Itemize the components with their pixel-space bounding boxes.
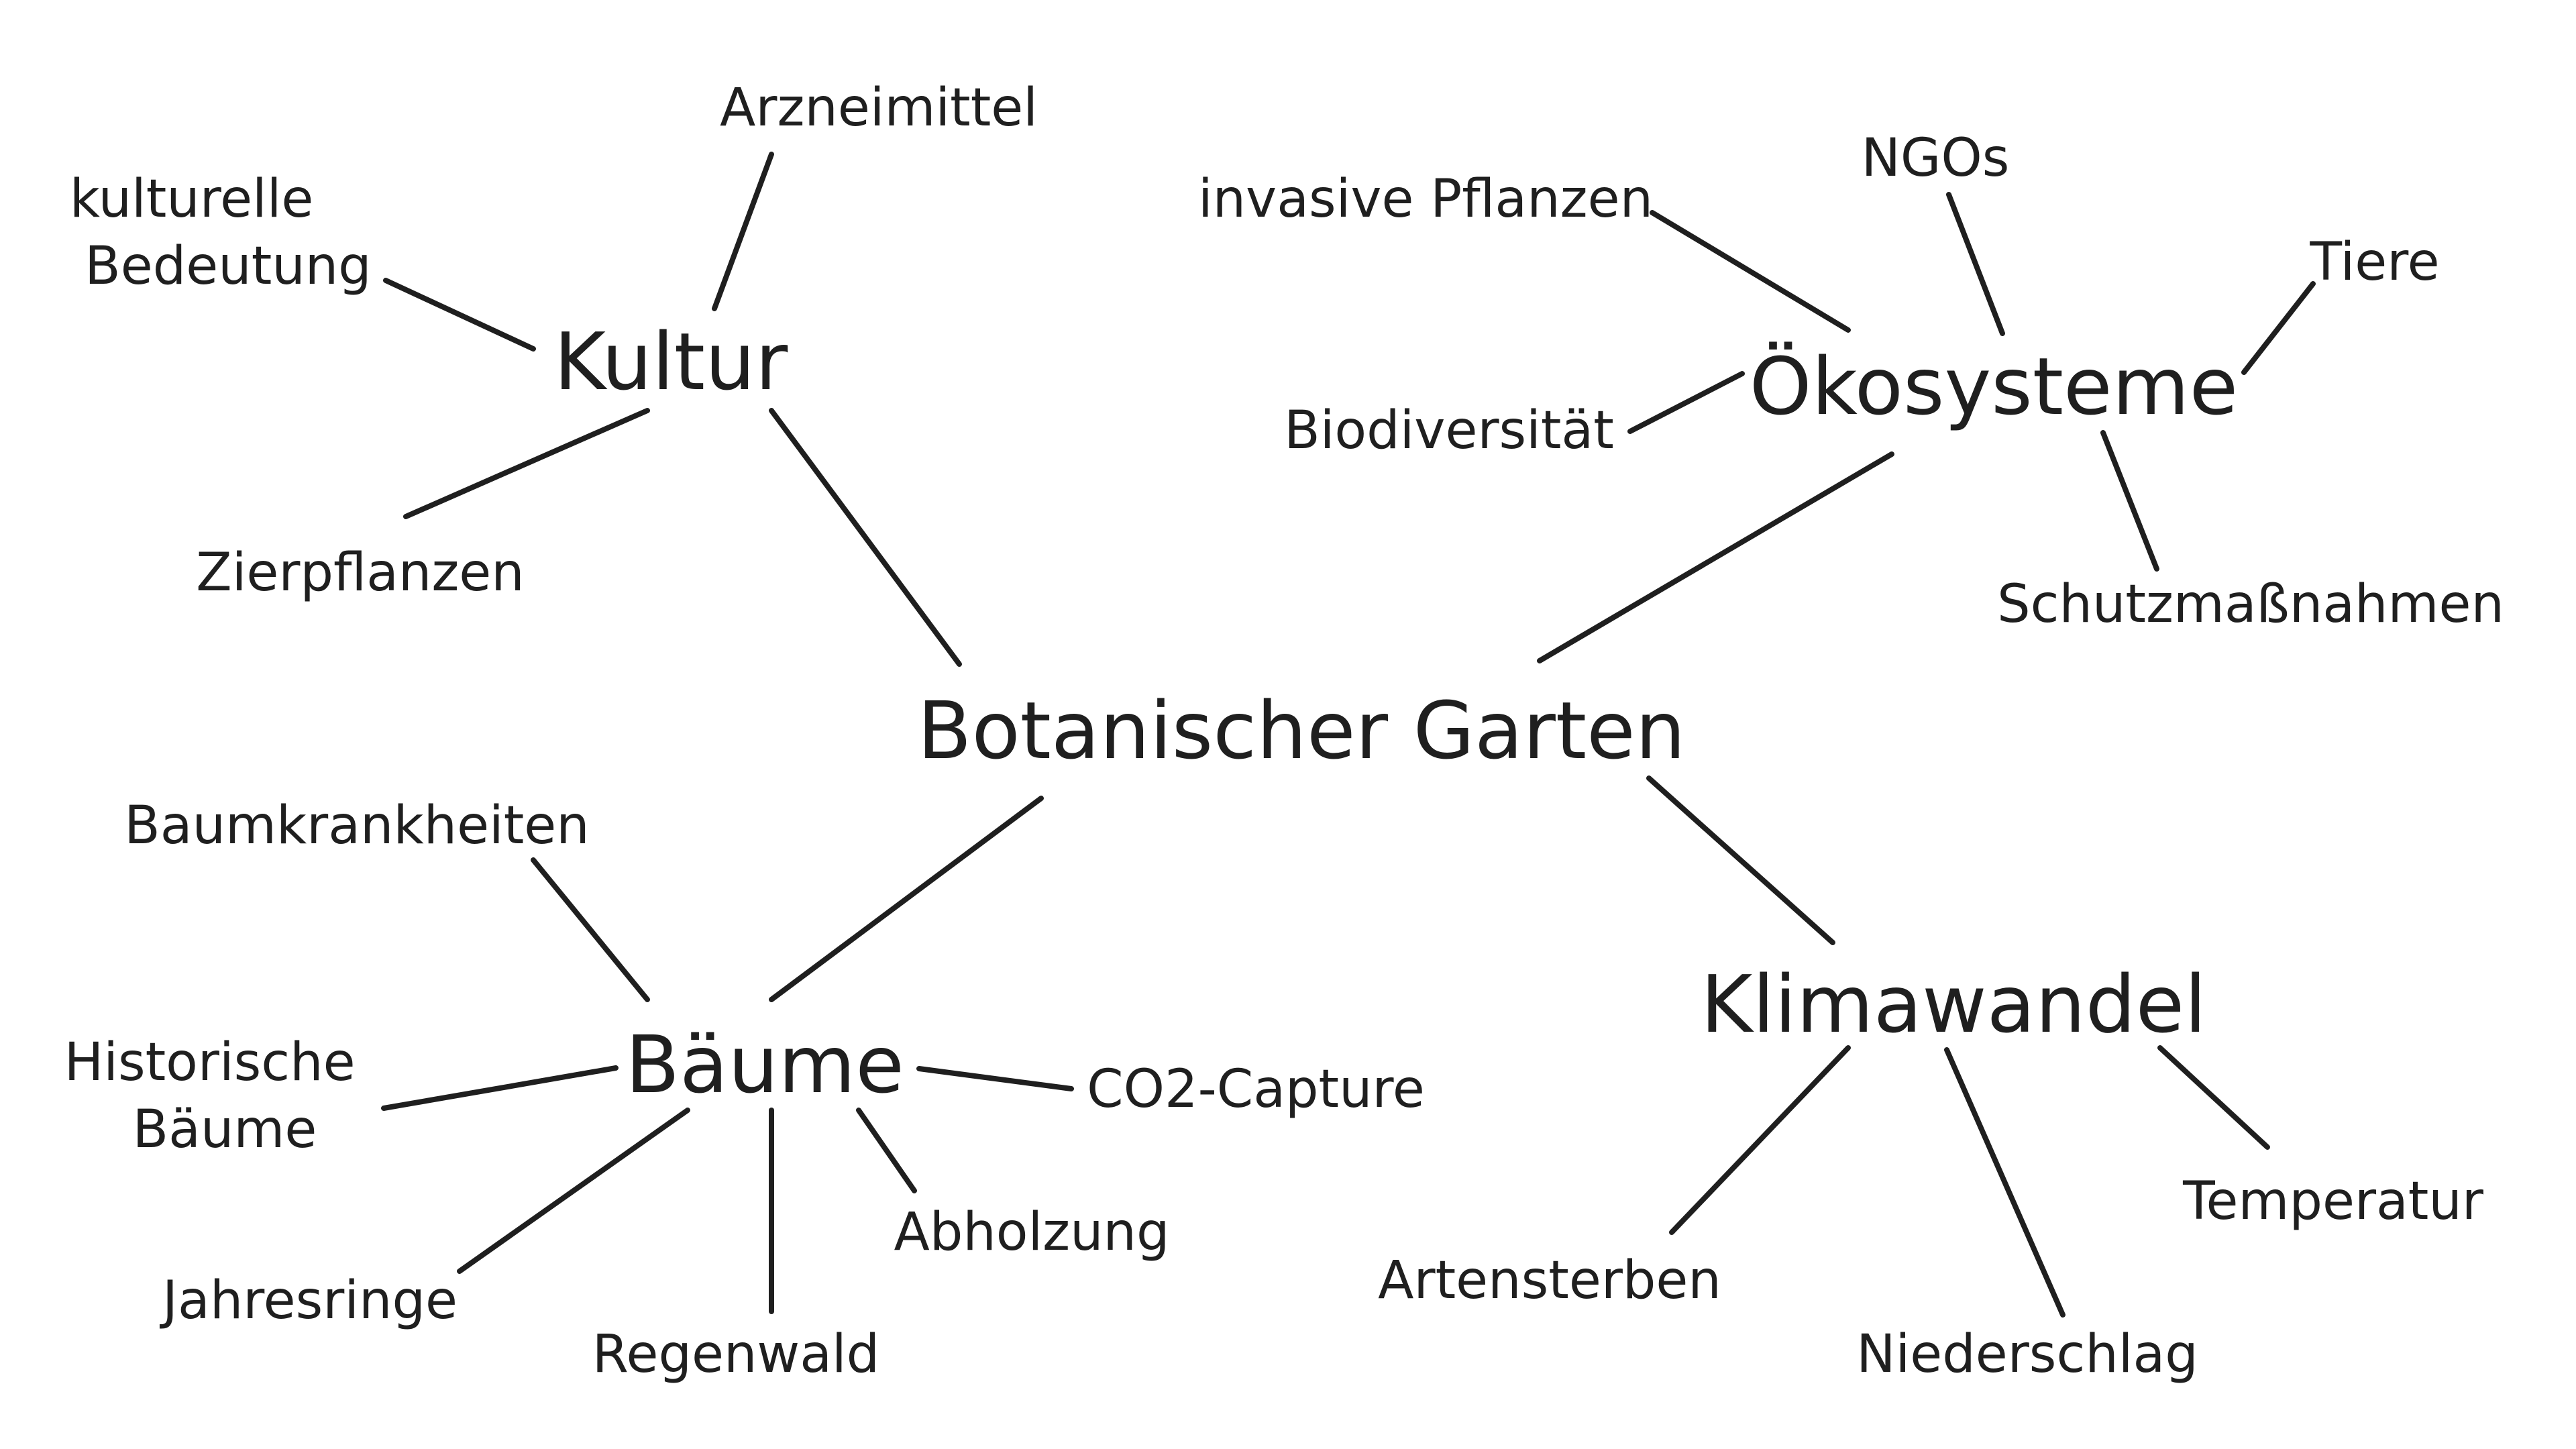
leaf-co2-capture: CO2-Capture bbox=[1087, 1059, 1425, 1120]
leaf-historische-baeume-line-1: Historische bbox=[64, 1032, 356, 1093]
leaf-invasive-pflanzen: invasive Pflanzen bbox=[1198, 169, 1653, 229]
center-node-label: Botanischer Garten bbox=[918, 684, 1686, 777]
leaf-abholzung: Abholzung bbox=[894, 1202, 1169, 1263]
connector-baeume-abholzung bbox=[856, 1108, 917, 1193]
connector-klimawandel-temperatur bbox=[2157, 1045, 2270, 1150]
topic-kultur-label: Kultur bbox=[554, 315, 788, 408]
leaf-historische-baeume: Historische Bäume bbox=[64, 1032, 372, 1160]
connectors-oekosysteme bbox=[1627, 192, 2316, 572]
connectors-center bbox=[769, 408, 1894, 1002]
connector-oekosysteme-ngos bbox=[1946, 192, 2005, 336]
connector-center-oekosysteme bbox=[1537, 451, 1894, 663]
connector-baeume-co2-capture bbox=[916, 1066, 1074, 1091]
connector-center-klimawandel bbox=[1646, 775, 1835, 945]
leaf-kulturelle-bedeutung: kulturelle Bedeutung bbox=[70, 169, 372, 297]
leaf-baumkrankheiten: Baumkrankheiten bbox=[124, 796, 589, 856]
connector-baeume-historische-baeume bbox=[381, 1065, 619, 1111]
leaf-artensterben: Artensterben bbox=[1378, 1250, 1721, 1311]
connectors-kultur bbox=[383, 152, 774, 519]
connector-center-kultur bbox=[769, 408, 962, 667]
connectors-baeume bbox=[381, 857, 1074, 1314]
connector-kultur-kulturelle-bedeutung bbox=[383, 278, 536, 352]
connector-oekosysteme-tiere bbox=[2241, 281, 2316, 375]
connector-center-baeume bbox=[769, 796, 1044, 1002]
leaf-zierpflanzen: Zierpflanzen bbox=[196, 543, 524, 603]
leaf-kulturelle-bedeutung-line-1: kulturelle bbox=[70, 169, 314, 229]
connector-kultur-zierpflanzen bbox=[403, 408, 650, 519]
connector-oekosysteme-schutzmassnahmen bbox=[2100, 430, 2159, 572]
connector-kultur-arzneimittel bbox=[712, 152, 774, 311]
leaf-biodiversitaet: Biodiversität bbox=[1284, 400, 1614, 461]
topic-oekosysteme-label: Ökosysteme bbox=[1750, 340, 2238, 433]
leaf-niederschlag: Niederschlag bbox=[1856, 1324, 2198, 1385]
topic-baeume-label: Bäume bbox=[625, 1018, 904, 1111]
connector-klimawandel-artensterben bbox=[1669, 1045, 1851, 1235]
connector-baeume-baumkrankheiten bbox=[531, 857, 650, 1002]
connector-oekosysteme-invasive-pflanzen bbox=[1650, 210, 1851, 333]
leaf-schutzmassnahmen: Schutzmaßnahmen bbox=[1997, 574, 2504, 635]
leaf-jahresringe: Jahresringe bbox=[159, 1271, 458, 1331]
leaf-tiere: Tiere bbox=[2309, 232, 2439, 292]
leaf-arzneimittel: Arzneimittel bbox=[720, 78, 1038, 138]
topic-klimawandel-label: Klimawandel bbox=[1701, 958, 2206, 1051]
connector-klimawandel-niederschlag bbox=[1944, 1047, 2065, 1318]
leaf-regenwald: Regenwald bbox=[592, 1324, 879, 1385]
leaf-temperatur: Temperatur bbox=[2182, 1171, 2484, 1232]
leaf-kulturelle-bedeutung-line-2: Bedeutung bbox=[85, 236, 371, 297]
leaf-ngos: NGOs bbox=[1862, 128, 2010, 189]
connectors-klimawandel bbox=[1669, 1045, 2270, 1318]
connector-baeume-jahresringe bbox=[457, 1108, 690, 1274]
connector-oekosysteme-biodiversitaet bbox=[1627, 371, 1745, 434]
leaf-historische-baeume-line-2: Bäume bbox=[133, 1099, 317, 1160]
